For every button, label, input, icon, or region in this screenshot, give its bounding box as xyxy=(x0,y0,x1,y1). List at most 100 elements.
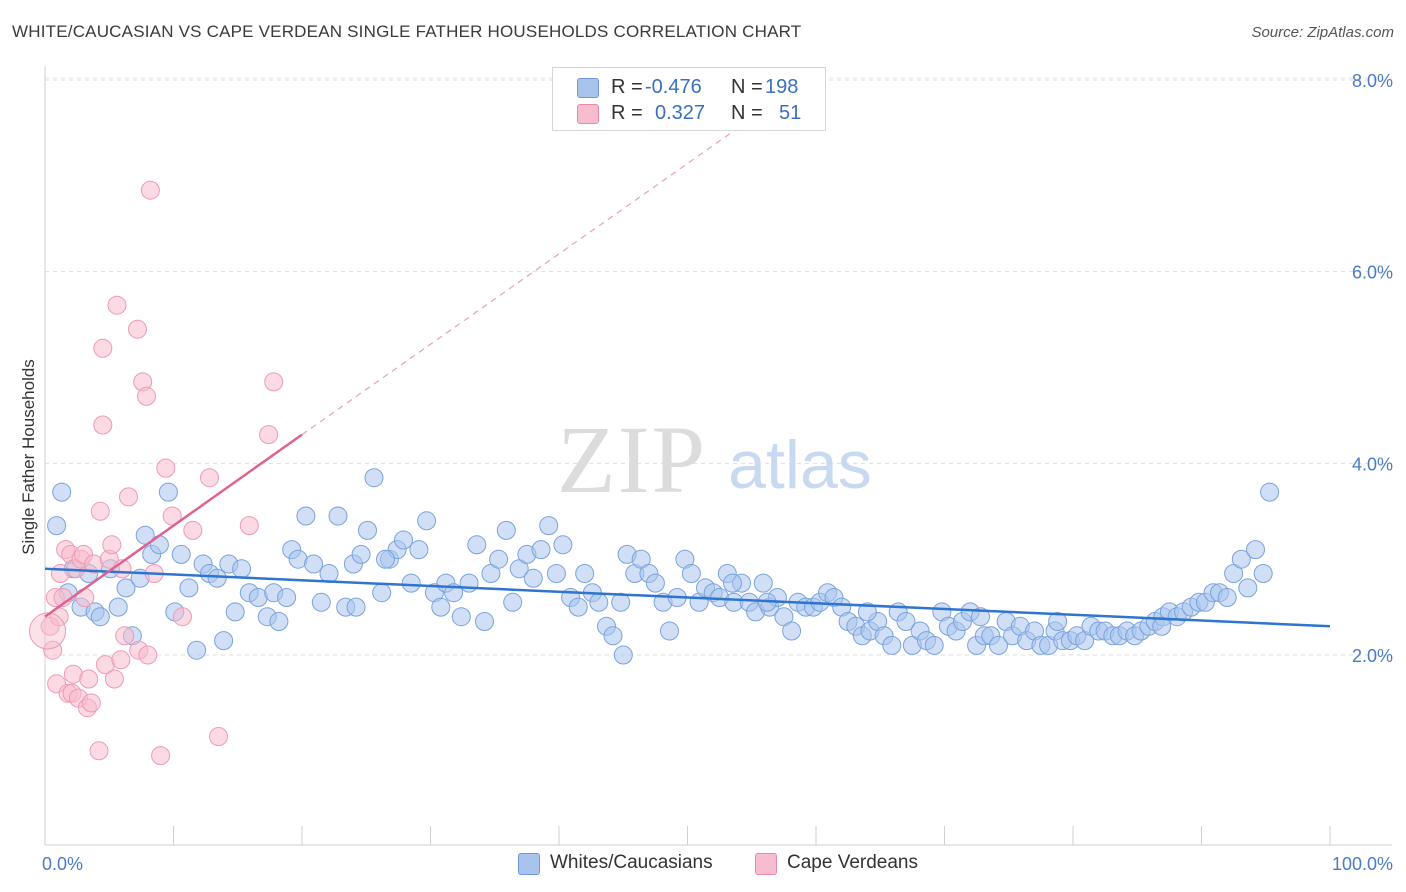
axes xyxy=(44,66,1392,846)
y-tick-label: 8.0% xyxy=(1352,71,1393,91)
point-whites xyxy=(503,592,523,612)
point-whites xyxy=(989,635,1008,655)
point-cape-verdeans xyxy=(107,295,127,315)
legend-r-label: R = xyxy=(611,102,643,124)
trend-line-whites xyxy=(44,567,1331,628)
point-whites xyxy=(753,573,773,593)
point-cape-verdeans xyxy=(75,588,95,607)
legend-n-label: N = xyxy=(731,76,763,98)
point-whites xyxy=(376,549,395,569)
point-whites xyxy=(417,511,437,531)
source-credit: Source: ZipAtlas.com xyxy=(1251,24,1394,41)
point-whites xyxy=(1238,578,1258,598)
legend-swatch-whites xyxy=(577,78,599,98)
trend-extension-cape-verdeans xyxy=(301,117,753,436)
point-whites xyxy=(857,602,877,622)
point-whites xyxy=(401,573,421,593)
y-tick-label: 4.0% xyxy=(1352,454,1393,474)
point-whites xyxy=(277,588,297,607)
point-whites xyxy=(1260,482,1280,502)
point-whites xyxy=(660,621,679,641)
legend-n-value: 198 xyxy=(765,76,799,98)
point-cape-verdeans xyxy=(111,650,131,670)
point-whites xyxy=(575,564,595,583)
point-whites xyxy=(207,568,227,588)
point-cape-verdeans xyxy=(119,487,138,507)
legend-r-value: -0.476 xyxy=(645,76,702,98)
point-whites xyxy=(782,621,802,641)
point-cape-verdeans xyxy=(151,746,171,766)
legend-r-value: 0.327 xyxy=(655,102,706,124)
point-whites xyxy=(171,544,191,564)
point-cape-verdeans xyxy=(137,386,156,406)
point-whites xyxy=(319,564,339,583)
tick-labels: 2.0% 4.0% 6.0% 8.0% 0.0% 100.0% xyxy=(42,71,1393,874)
point-whites xyxy=(90,607,110,627)
y-tick-label: 2.0% xyxy=(1352,646,1393,666)
point-cape-verdeans xyxy=(81,693,101,713)
point-whites xyxy=(394,530,413,550)
watermark: ZIP atlas xyxy=(557,406,872,513)
point-whites xyxy=(269,612,289,631)
point-whites xyxy=(451,607,471,627)
correlation-legend: R = -0.476 N = 198 R = 0.327 N = 51 xyxy=(552,67,826,131)
point-cape-verdeans xyxy=(140,180,160,200)
watermark-zip: ZIP xyxy=(557,406,707,513)
point-whites xyxy=(924,635,944,655)
point-whites xyxy=(358,520,377,540)
point-cape-verdeans xyxy=(259,425,279,445)
point-cape-verdeans xyxy=(209,727,228,746)
point-cape-verdeans xyxy=(79,669,99,689)
x-tick-label: 100.0% xyxy=(1332,854,1393,874)
point-cape-verdeans xyxy=(138,645,158,665)
data-points xyxy=(29,180,1280,766)
point-whites xyxy=(304,554,324,574)
point-whites xyxy=(431,597,451,617)
point-cape-verdeans xyxy=(104,669,124,689)
chart-title: WHITE/CAUCASIAN VS CAPE VERDEAN SINGLE F… xyxy=(12,22,802,41)
point-cape-verdeans xyxy=(93,338,113,358)
point-cape-verdeans xyxy=(93,415,113,435)
point-whites xyxy=(496,520,516,540)
point-cape-verdeans xyxy=(128,319,147,339)
point-cape-verdeans xyxy=(162,506,182,526)
point-whites xyxy=(523,568,543,588)
point-whites xyxy=(882,635,902,655)
point-whites xyxy=(158,482,178,502)
point-whites xyxy=(603,626,623,646)
trend-line-cape-verdeans xyxy=(44,433,303,618)
point-whites xyxy=(372,583,392,603)
point-cape-verdeans xyxy=(239,516,259,536)
point-whites xyxy=(896,612,916,631)
point-whites xyxy=(1246,540,1265,560)
point-cape-verdeans xyxy=(102,535,122,555)
bottom-legend-swatch-whites xyxy=(518,853,540,875)
watermark-atlas: atlas xyxy=(728,427,872,503)
point-whites xyxy=(475,612,494,631)
point-whites xyxy=(539,516,559,536)
point-whites xyxy=(149,535,169,555)
point-whites xyxy=(589,592,609,612)
point-whites xyxy=(489,549,509,569)
point-cape-verdeans xyxy=(264,372,284,392)
point-whites xyxy=(328,506,348,526)
point-whites xyxy=(47,516,67,536)
point-whites xyxy=(52,482,72,502)
point-whites xyxy=(613,645,633,665)
point-cape-verdeans xyxy=(183,520,203,540)
bottom-legend-label-whites: Whites/Caucasians xyxy=(550,852,713,873)
point-cape-verdeans xyxy=(89,741,109,761)
x-tick-label: 0.0% xyxy=(42,854,83,874)
point-whites xyxy=(681,564,701,583)
point-whites xyxy=(108,597,128,617)
y-axis-label: Single Father Households xyxy=(19,359,38,555)
point-whites xyxy=(1152,616,1172,636)
point-cape-verdeans xyxy=(173,607,192,627)
point-whites xyxy=(364,468,384,488)
point-whites xyxy=(311,592,331,612)
legend-n-label: N = xyxy=(731,102,763,124)
legend-r-label: R = xyxy=(611,76,643,98)
point-whites xyxy=(346,597,366,617)
point-whites xyxy=(531,540,551,560)
